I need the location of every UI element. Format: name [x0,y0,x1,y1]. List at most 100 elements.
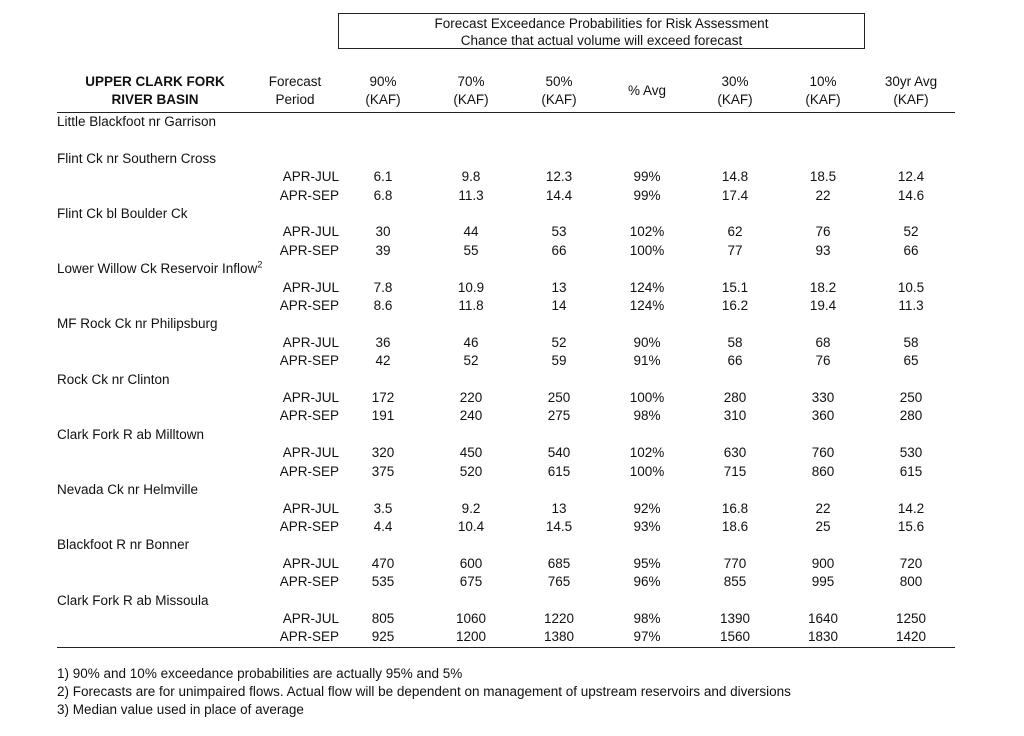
value-cell-p70: 240 [459,408,483,424]
value-cell-p50: 685 [547,555,571,571]
header-50pct: 50% (KAF) [515,73,603,109]
spacer-cell [57,131,955,149]
value-cell-p50: 765 [547,574,571,590]
indent-cell [57,407,253,425]
value-cell-pavg: 98% [633,408,661,424]
value-cell-p50: 275 [547,408,571,424]
forecast-period-cell: APR-JUL [282,445,339,461]
forecast-period-cell: APR-JUL [282,279,339,295]
indent-cell [57,518,253,536]
value-cell-p30: 58 [727,334,743,350]
value-cell-p90: 470 [371,555,395,571]
value-cell-pavg: 102% [629,445,665,461]
value-cell-p90: 805 [371,610,395,626]
table-title-box: Forecast Exceedance Probabilities for Ri… [338,13,865,49]
table-subtitle: Chance that actual volume will exceed fo… [460,33,743,48]
station-row: Clark Fork R ab Missoula [57,592,955,610]
table-row: APR-SEP 6.8 11.3 14.4 99% 17.4 22 14.6 [57,187,955,205]
value-cell-avg30: 12.4 [897,169,925,185]
header-30-line1: 30% [721,74,749,89]
value-cell-p30: 630 [723,445,747,461]
value-cell-p10: 22 [815,187,831,203]
station-name-text: Flint Ck nr Southern Cross [57,150,217,166]
value-cell-avg30: 1250 [895,610,927,626]
forecast-period-cell: APR-SEP [279,629,339,645]
header-70pct: 70% (KAF) [427,73,515,109]
forecast-period-cell: APR-JUL [282,224,339,240]
value-cell-p50: 1380 [543,629,575,645]
value-cell-pavg: 96% [633,574,661,590]
value-cell-p50: 540 [547,445,571,461]
table-row: APR-JUL 805 1060 1220 98% 1390 1640 1250 [57,610,955,628]
value-cell-avg30: 52 [903,224,919,240]
value-cell-pavg: 95% [633,555,661,571]
table-row: APR-SEP 8.6 11.8 14 124% 16.2 19.4 11.3 [57,297,955,315]
station-name: Flint Ck nr Southern Cross [57,150,955,168]
value-cell-p70: 9.8 [461,169,481,185]
value-cell-p70: 11.3 [458,187,484,203]
forecast-period-cell: APR-SEP [279,574,339,590]
value-cell-p50: 1220 [543,610,575,626]
station-row: Blackfoot R nr Bonner [57,536,955,554]
indent-cell [57,352,253,370]
value-cell-p90: 172 [371,390,395,406]
value-cell-pavg: 99% [633,169,661,185]
value-cell-p90: 320 [371,445,395,461]
forecast-period-cell: APR-SEP [279,353,339,369]
value-cell-avg30: 250 [899,390,923,406]
value-cell-p70: 44 [463,224,479,240]
header-30-line2: (KAF) [717,92,753,107]
forecast-period-cell: APR-SEP [279,187,339,203]
forecast-period-cell: APR-JUL [282,500,339,516]
value-cell-p50: 14.4 [545,187,573,203]
value-cell-p90: 3.5 [373,500,393,516]
table-row: APR-SEP 39 55 66 100% 77 93 66 [57,242,955,260]
indent-cell [57,500,253,518]
value-cell-p70: 10.4 [457,518,485,534]
value-cell-avg30: 10.5 [897,279,925,295]
value-cell-avg30: 800 [899,574,923,590]
value-cell-p50: 13 [551,279,567,295]
value-cell-p70: 520 [459,463,483,479]
station-row: Lower Willow Ck Reservoir Inflow2 [57,260,955,278]
value-cell-p70: 10.9 [457,279,485,295]
value-cell-avg30: 1420 [895,629,927,645]
spacer-row [57,131,955,149]
value-cell-p30: 77 [727,242,743,258]
header-10-line1: 10% [809,74,837,89]
value-cell-p50: 615 [547,463,571,479]
table-row: APR-JUL 3.5 9.2 13 92% 16.8 22 14.2 [57,500,955,518]
value-cell-pavg: 99% [633,187,661,203]
header-basin: UPPER CLARK FORK RIVER BASIN [57,73,253,109]
table-row: APR-SEP 925 1200 1380 97% 1560 1830 1420 [57,628,955,646]
header-basin-line2: RIVER BASIN [111,92,199,107]
value-cell-p50: 59 [551,353,567,369]
indent-cell [57,242,253,260]
value-cell-p30: 310 [723,408,747,424]
value-cell-pavg: 91% [633,353,661,369]
value-cell-pavg: 92% [633,500,661,516]
station-name-text: Clark Fork R ab Missoula [57,592,209,608]
value-cell-p50: 66 [551,242,567,258]
station-row: Rock Ck nr Clinton [57,371,955,389]
value-cell-p50: 13 [551,500,567,516]
station-name-text: Blackfoot R nr Bonner [57,537,190,553]
value-cell-pavg: 93% [633,518,661,534]
value-cell-p90: 42 [375,353,391,369]
table-row: APR-SEP 375 520 615 100% 715 860 615 [57,463,955,481]
value-cell-p10: 76 [815,353,831,369]
value-cell-p30: 66 [727,353,743,369]
table-row: APR-JUL 6.1 9.8 12.3 99% 14.8 18.5 12.4 [57,168,955,186]
value-cell-p90: 39 [375,242,391,258]
value-cell-p70: 46 [463,334,479,350]
value-cell-avg30: 720 [899,555,923,571]
value-cell-p30: 15.1 [721,279,749,295]
station-name-text: Nevada Ck nr Helmville [57,482,199,498]
header-rule [57,112,955,113]
value-cell-p70: 11.8 [458,298,484,314]
header-period-line1: Forecast [268,74,322,89]
value-cell-pavg: 100% [629,463,665,479]
value-cell-pavg: 124% [629,279,665,295]
value-cell-p90: 36 [375,334,391,350]
